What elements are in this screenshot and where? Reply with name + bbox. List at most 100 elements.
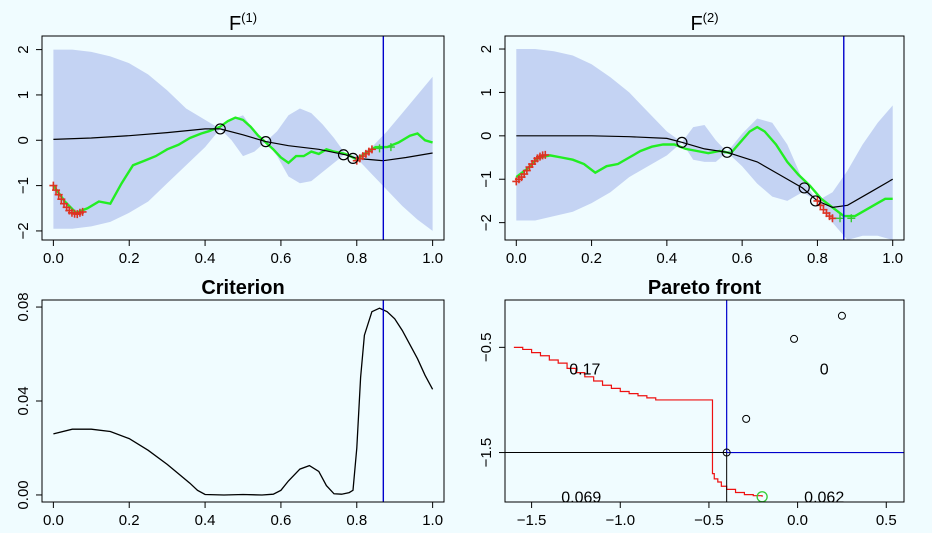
- pareto-point: [722, 448, 731, 457]
- y-tick-label: −2: [478, 214, 495, 231]
- observation-point: [214, 123, 226, 135]
- panel-f1-title: F(1): [229, 10, 257, 35]
- kriging-mean-line: [516, 135, 894, 209]
- x-tick-label: 1.0: [422, 250, 443, 267]
- y-tick-label: −1: [478, 171, 495, 188]
- y-tick-label: 2: [478, 45, 495, 53]
- panel-pareto-frame: [504, 299, 905, 503]
- x-tick-label: −1.0: [605, 512, 635, 529]
- y-tick-label: 2: [15, 45, 32, 53]
- panel-pareto-plot-area: 0.17 0 0.069 0.062: [505, 300, 904, 507]
- y-tick-label: −0.5: [478, 333, 495, 363]
- observation-point: [260, 136, 272, 148]
- panel-f2-x-axis: 0.0 0.2 0.4 0.6 0.8 1.0: [506, 240, 903, 267]
- pareto-front-line: [513, 346, 763, 497]
- observation-point: [347, 152, 359, 164]
- panel-criterion-x-axis: 0.0 0.2 0.4 0.6 0.8 1.0: [43, 502, 443, 529]
- x-tick-label: 0.0: [506, 250, 527, 267]
- x-tick-label: 0.8: [346, 250, 367, 267]
- observation-point: [798, 182, 810, 194]
- plot-layer: [49, 36, 433, 240]
- x-tick-label: 0.4: [195, 512, 216, 529]
- x-tick-label: −1.5: [517, 512, 547, 529]
- panel-criterion-y-axis: 0.00 0.04 0.08: [15, 292, 42, 510]
- panel-f1-plot-area: [49, 36, 433, 240]
- simulated-point-cross: [78, 207, 87, 216]
- y-tick-label: 0.00: [15, 480, 32, 509]
- candidate-point-cross: [836, 214, 845, 223]
- panel-criterion-plot-area: [53, 300, 434, 502]
- y-tick-label: 0.08: [15, 292, 32, 321]
- y-tick-label: 0: [478, 132, 495, 140]
- x-tick-label: 0.4: [656, 250, 677, 267]
- pareto-point: [790, 334, 799, 343]
- simulated-point-cross: [57, 195, 66, 204]
- observation-point: [809, 195, 822, 207]
- panel-pareto-title: Pareto front: [648, 277, 762, 299]
- x-tick-label: 0.2: [119, 250, 140, 267]
- probability-label: 0.062: [804, 490, 844, 507]
- observation-point: [676, 136, 688, 148]
- panel-criterion: Criterion 0.0 0.2 0.4 0.6 0.8 1.0 0.000.040.0…: [15, 277, 445, 529]
- observation-point: [721, 146, 733, 158]
- simulated-point-cross: [52, 186, 61, 195]
- x-tick-label: 0.5: [876, 512, 897, 529]
- x-tick-label: 0.4: [195, 250, 216, 267]
- panel-f2-plot-area: [512, 36, 894, 240]
- probability-label: 0.069: [561, 490, 601, 507]
- x-tick-label: 0.6: [270, 250, 291, 267]
- panel-f1: F(1) 0.0 0.2 0.4 0.6 0.8 1.0 −2 −1 0 1 2: [15, 10, 445, 267]
- simulated-point-cross: [49, 181, 58, 190]
- panel-f1-x-axis: 0.0 0.2 0.4 0.6 0.8 1.0: [43, 240, 443, 267]
- x-tick-label: 0.2: [581, 250, 602, 267]
- panel-pareto-y-axis: −1.5 −0.5: [478, 333, 505, 468]
- y-tick-label: −1: [15, 177, 32, 194]
- candidate-point-cross: [847, 214, 856, 223]
- x-tick-label: 0.6: [270, 512, 291, 529]
- y-tick-label: 1: [478, 88, 495, 96]
- x-tick-label: 0.6: [732, 250, 753, 267]
- x-tick-label: 0.2: [119, 512, 140, 529]
- y-tick-label: −2: [15, 222, 32, 239]
- y-tick-label: 0: [15, 136, 32, 144]
- panel-f2: F(2) 0.0 0.2 0.4 0.6 0.8 1.0 −2 −1 0 1 2: [478, 10, 905, 267]
- panel-f2-title: F(2): [690, 10, 718, 35]
- simulated-point-cross: [541, 150, 550, 159]
- simulated-point-cross: [367, 145, 376, 154]
- candidate-point-cross: [386, 143, 395, 152]
- x-tick-label: −0.5: [694, 512, 724, 529]
- true-function-line: [515, 125, 893, 218]
- pareto-point: [742, 414, 751, 423]
- observation-point: [337, 149, 350, 161]
- panel-pareto-x-axis: −1.5 −1.0 −0.5 0.0 0.5: [517, 502, 897, 529]
- probability-label: 0.17: [569, 361, 600, 378]
- simulated-point-cross: [828, 214, 837, 223]
- simulated-point-cross: [54, 190, 63, 199]
- panel-f1-frame: [41, 35, 445, 241]
- x-tick-label: 1.0: [882, 250, 903, 267]
- x-tick-label: 0.0: [787, 512, 808, 529]
- candidate-point-cross: [375, 144, 384, 153]
- x-tick-label: 0.0: [43, 512, 64, 529]
- x-tick-label: 1.0: [422, 512, 443, 529]
- panel-f1-y-axis: −2 −1 0 1 2: [15, 45, 42, 239]
- y-tick-label: 1: [15, 91, 32, 99]
- kriging-mean-line: [53, 128, 433, 162]
- plot-layer: [53, 300, 434, 502]
- confidence-band: [53, 49, 433, 231]
- confidence-band: [516, 49, 893, 240]
- x-tick-label: 0.8: [346, 512, 367, 529]
- panel-pareto: Pareto front 0.17 0 0.069 0.062 −1.5 −1.0 −0.…: [478, 277, 905, 529]
- panel-criterion-title: Criterion: [201, 277, 284, 299]
- y-tick-label: −1.5: [478, 438, 495, 468]
- y-tick-label: 0.04: [15, 386, 32, 415]
- probability-label: 0: [820, 361, 829, 378]
- x-tick-label: 0.8: [807, 250, 828, 267]
- pareto-point: [837, 311, 846, 320]
- panel-f2-frame: [504, 35, 905, 241]
- plot-layer: 0.17 0 0.069 0.062: [505, 300, 904, 507]
- x-tick-label: 0.0: [43, 250, 64, 267]
- plot-layer: [512, 36, 894, 240]
- criterion-line: [53, 307, 434, 496]
